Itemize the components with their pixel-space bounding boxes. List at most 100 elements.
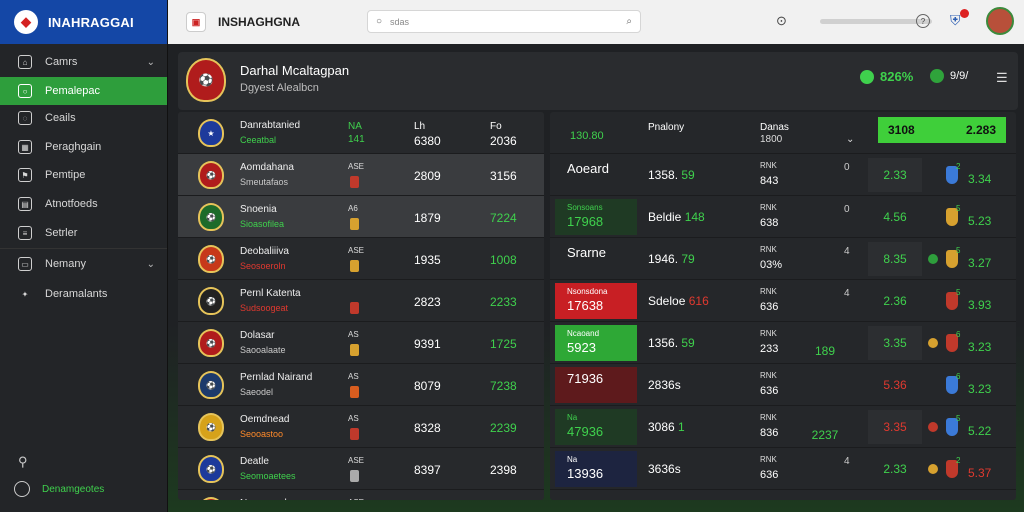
avatar[interactable] — [986, 7, 1014, 35]
help-icon[interactable]: ? — [916, 14, 930, 28]
table-row[interactable]: ⚽ Pernl Katenta Sudsoogeat 2823 2233 — [178, 280, 544, 322]
team-crest-icon: ⚽ — [198, 413, 224, 441]
row-team-name: Deatle — [240, 456, 269, 467]
team-crest-icon: ⚽ — [198, 161, 224, 189]
search-input[interactable]: ○ sdas ⌕ — [367, 10, 641, 33]
row-match-cell: Beldie 148 — [648, 210, 705, 224]
row-match-green: 79 — [681, 252, 695, 266]
row-team-name: Pernlad Nairand — [240, 372, 313, 383]
row-player-icon — [946, 376, 958, 394]
chevron-down-icon[interactable]: ⌄ — [146, 258, 155, 270]
row-rank-value: 233 — [760, 343, 779, 355]
row-score-cell[interactable]: Ncaoand 5923 — [555, 325, 637, 361]
row-value-2: 2233 — [490, 295, 517, 309]
row-odds-cell[interactable]: 3.35 — [868, 410, 922, 444]
table-row[interactable]: ⚽ Dolasar Saooalaate AS 9391 1725 — [178, 322, 544, 364]
search-icon: ○ — [18, 84, 32, 98]
sidebar-footer[interactable]: Denamgeotes — [14, 481, 104, 497]
row-match-cell: 1356. 59 — [648, 336, 695, 350]
table-row[interactable]: Aoeard 1358. 59 RNK 843 0 2.33 2 3.34 — [550, 154, 1016, 196]
left-table-header: ★ Danrabtanied Ceeatbal NA 141 Lh 6380 F… — [178, 112, 544, 154]
chevron-down-icon[interactable]: ⌄ — [146, 56, 155, 68]
sidebar-item-9[interactable]: ✦ Deramalants — [0, 280, 167, 308]
menu-icon[interactable]: ☰ — [996, 70, 1008, 85]
sidebar-item-5[interactable]: ⚑ Pemtipe — [0, 161, 167, 189]
row-value-2: 7224 — [490, 211, 517, 225]
table-row[interactable]: Ncaoand 5923 1356. 59 RNK 233 189 3.35 6 3.23 — [550, 322, 1016, 364]
row-player-icon — [946, 418, 958, 436]
row-player-value: 5.37 — [968, 466, 992, 480]
row-score-cell[interactable]: 71936 — [555, 367, 637, 403]
row-team-sub: Seooastoo — [240, 429, 284, 439]
row-match-green: 1 — [678, 420, 685, 434]
sidebar-item-7[interactable]: ≡ Setrler — [0, 219, 167, 247]
row-odds-cell[interactable]: 3.35 — [868, 326, 922, 360]
table-row[interactable]: Na 47936 3086 1 RNK 836 2237 3.35 5 5.22 — [550, 406, 1016, 448]
brand-shield-icon: ◆ — [14, 10, 38, 34]
brand-bar[interactable]: ◆ INAHRAGGAI — [0, 0, 167, 44]
row-indicator-icon — [928, 422, 938, 432]
zoom-slider[interactable] — [820, 19, 932, 24]
top-header: ▣ INSHAGHGNA ○ sdas ⌕ ⊙ ? ⛨ — [168, 0, 1024, 44]
person-icon[interactable]: ⚲ — [18, 454, 28, 469]
sidebar-item-4[interactable]: ▦ Peraghgain — [0, 133, 167, 161]
header-highlight-box[interactable]: 3108 2.283 — [878, 117, 1006, 143]
table-row[interactable]: Nsonsdona 17638 Sdeloe 616 RNK 636 4 2.36 5 3.93 — [550, 280, 1016, 322]
row-odds-cell[interactable]: 5.36 — [883, 378, 907, 392]
row-score-cell[interactable]: Na 47936 — [555, 409, 637, 445]
row-flag: 0 — [844, 162, 850, 173]
row-odds-cell[interactable]: 8.35 — [868, 242, 922, 276]
table-row[interactable]: Sonsoans 17968 Beldie 148 RNK 638 0 4.56 5 5.23 — [550, 196, 1016, 238]
row-score-cell[interactable]: Sonsoans 17968 — [555, 199, 637, 235]
row-odds-cell[interactable]: 2.36 — [883, 294, 907, 308]
sidebar-item-1[interactable]: ⌂ Camrs ⌄ — [0, 48, 167, 76]
table-row[interactable]: Srarne 1946. 79 RNK 03% 4 8.35 5 3.27 — [550, 238, 1016, 280]
row-value-2: 7238 — [490, 379, 517, 393]
row-score-cell[interactable]: Nsonsdona 17638 — [555, 283, 637, 319]
row-rank-label: RNK — [760, 287, 777, 296]
row-value-1: 1879 — [414, 211, 441, 225]
table-row[interactable]: ⚽ Aomdahana Smeutafaos ASE 2809 3156 — [178, 154, 544, 196]
row-score-cell[interactable]: Na 13936 — [555, 451, 637, 487]
table-row[interactable]: ⚽ Deobaliiiva Seosoeroln ASE 1935 1008 — [178, 238, 544, 280]
zoom-icon[interactable]: ⊙ — [776, 13, 787, 28]
header-v2b: 2036 — [490, 134, 517, 148]
box-right: 2.283 — [965, 123, 996, 137]
header-col1: 130.80 — [570, 130, 604, 142]
row-flag: 0 — [844, 204, 850, 215]
sidebar-item-3[interactable]: ◌ Ceails — [0, 104, 167, 132]
shield-notification-icon[interactable]: ⛨ — [950, 12, 961, 28]
table-row[interactable]: ⚽ Snoenia Sioasofilea A6 1879 7224 — [178, 196, 544, 238]
table-row[interactable]: ⚽ Pernlad Nairand Saeodel AS 8079 7238 — [178, 364, 544, 406]
status-dot-icon — [860, 69, 874, 84]
row-rank-value: 843 — [760, 175, 779, 187]
list-icon: ≡ — [18, 226, 32, 240]
row-odds-cell[interactable]: 2.33 — [868, 158, 922, 192]
table-row[interactable]: 71936 2836s RNK 636 5.36 6 3.23 — [550, 364, 1016, 406]
row-team-sub: Seosoeroln — [240, 261, 286, 271]
team-crest-icon: ⚽ — [198, 287, 224, 315]
row-value-2: 3156 — [490, 169, 517, 183]
row-odds-cell[interactable]: 4.56 — [883, 210, 907, 224]
sidebar-item-6[interactable]: ▤ Atnotfoeds — [0, 190, 167, 218]
sidebar-item-8[interactable]: ▭ Nemany ⌄ — [0, 250, 167, 278]
table-row[interactable]: ⚽ Deatle Seomoaetees ASE 8397 2398 — [178, 448, 544, 490]
chevron-down-icon[interactable]: ⌄ — [846, 134, 855, 145]
row-indicator-icon — [928, 338, 938, 348]
row-team-name: Pernl Katenta — [240, 288, 301, 299]
row-score-cell[interactable]: Aoeard — [555, 157, 637, 193]
table-row[interactable]: ⚽ Namorarul ASE — [178, 490, 544, 500]
row-rank-label: RNK — [760, 455, 777, 464]
table-row[interactable]: Na 13936 3636s RNK 636 4 2.33 2 5.37 — [550, 448, 1016, 490]
row-match-red: 616 — [688, 294, 709, 308]
row-score-cell[interactable]: Srarne — [555, 241, 637, 277]
row-odds-cell[interactable]: 2.33 — [883, 462, 907, 476]
table-row[interactable]: ⚽ Oemdnead Seooastoo AS 8328 2239 — [178, 406, 544, 448]
header-col2: Pnalony — [648, 122, 685, 133]
mic-icon[interactable]: ⌕ — [626, 16, 632, 27]
sidebar-item-label: Pemtipe — [45, 169, 86, 181]
sidebar-item-2[interactable]: ○ Pemalepac — [0, 77, 167, 105]
row-value-2: 1725 — [490, 337, 517, 351]
row-team-sub: Sioasofilea — [240, 219, 285, 229]
row-team-name: Deobaliiiva — [240, 246, 289, 257]
